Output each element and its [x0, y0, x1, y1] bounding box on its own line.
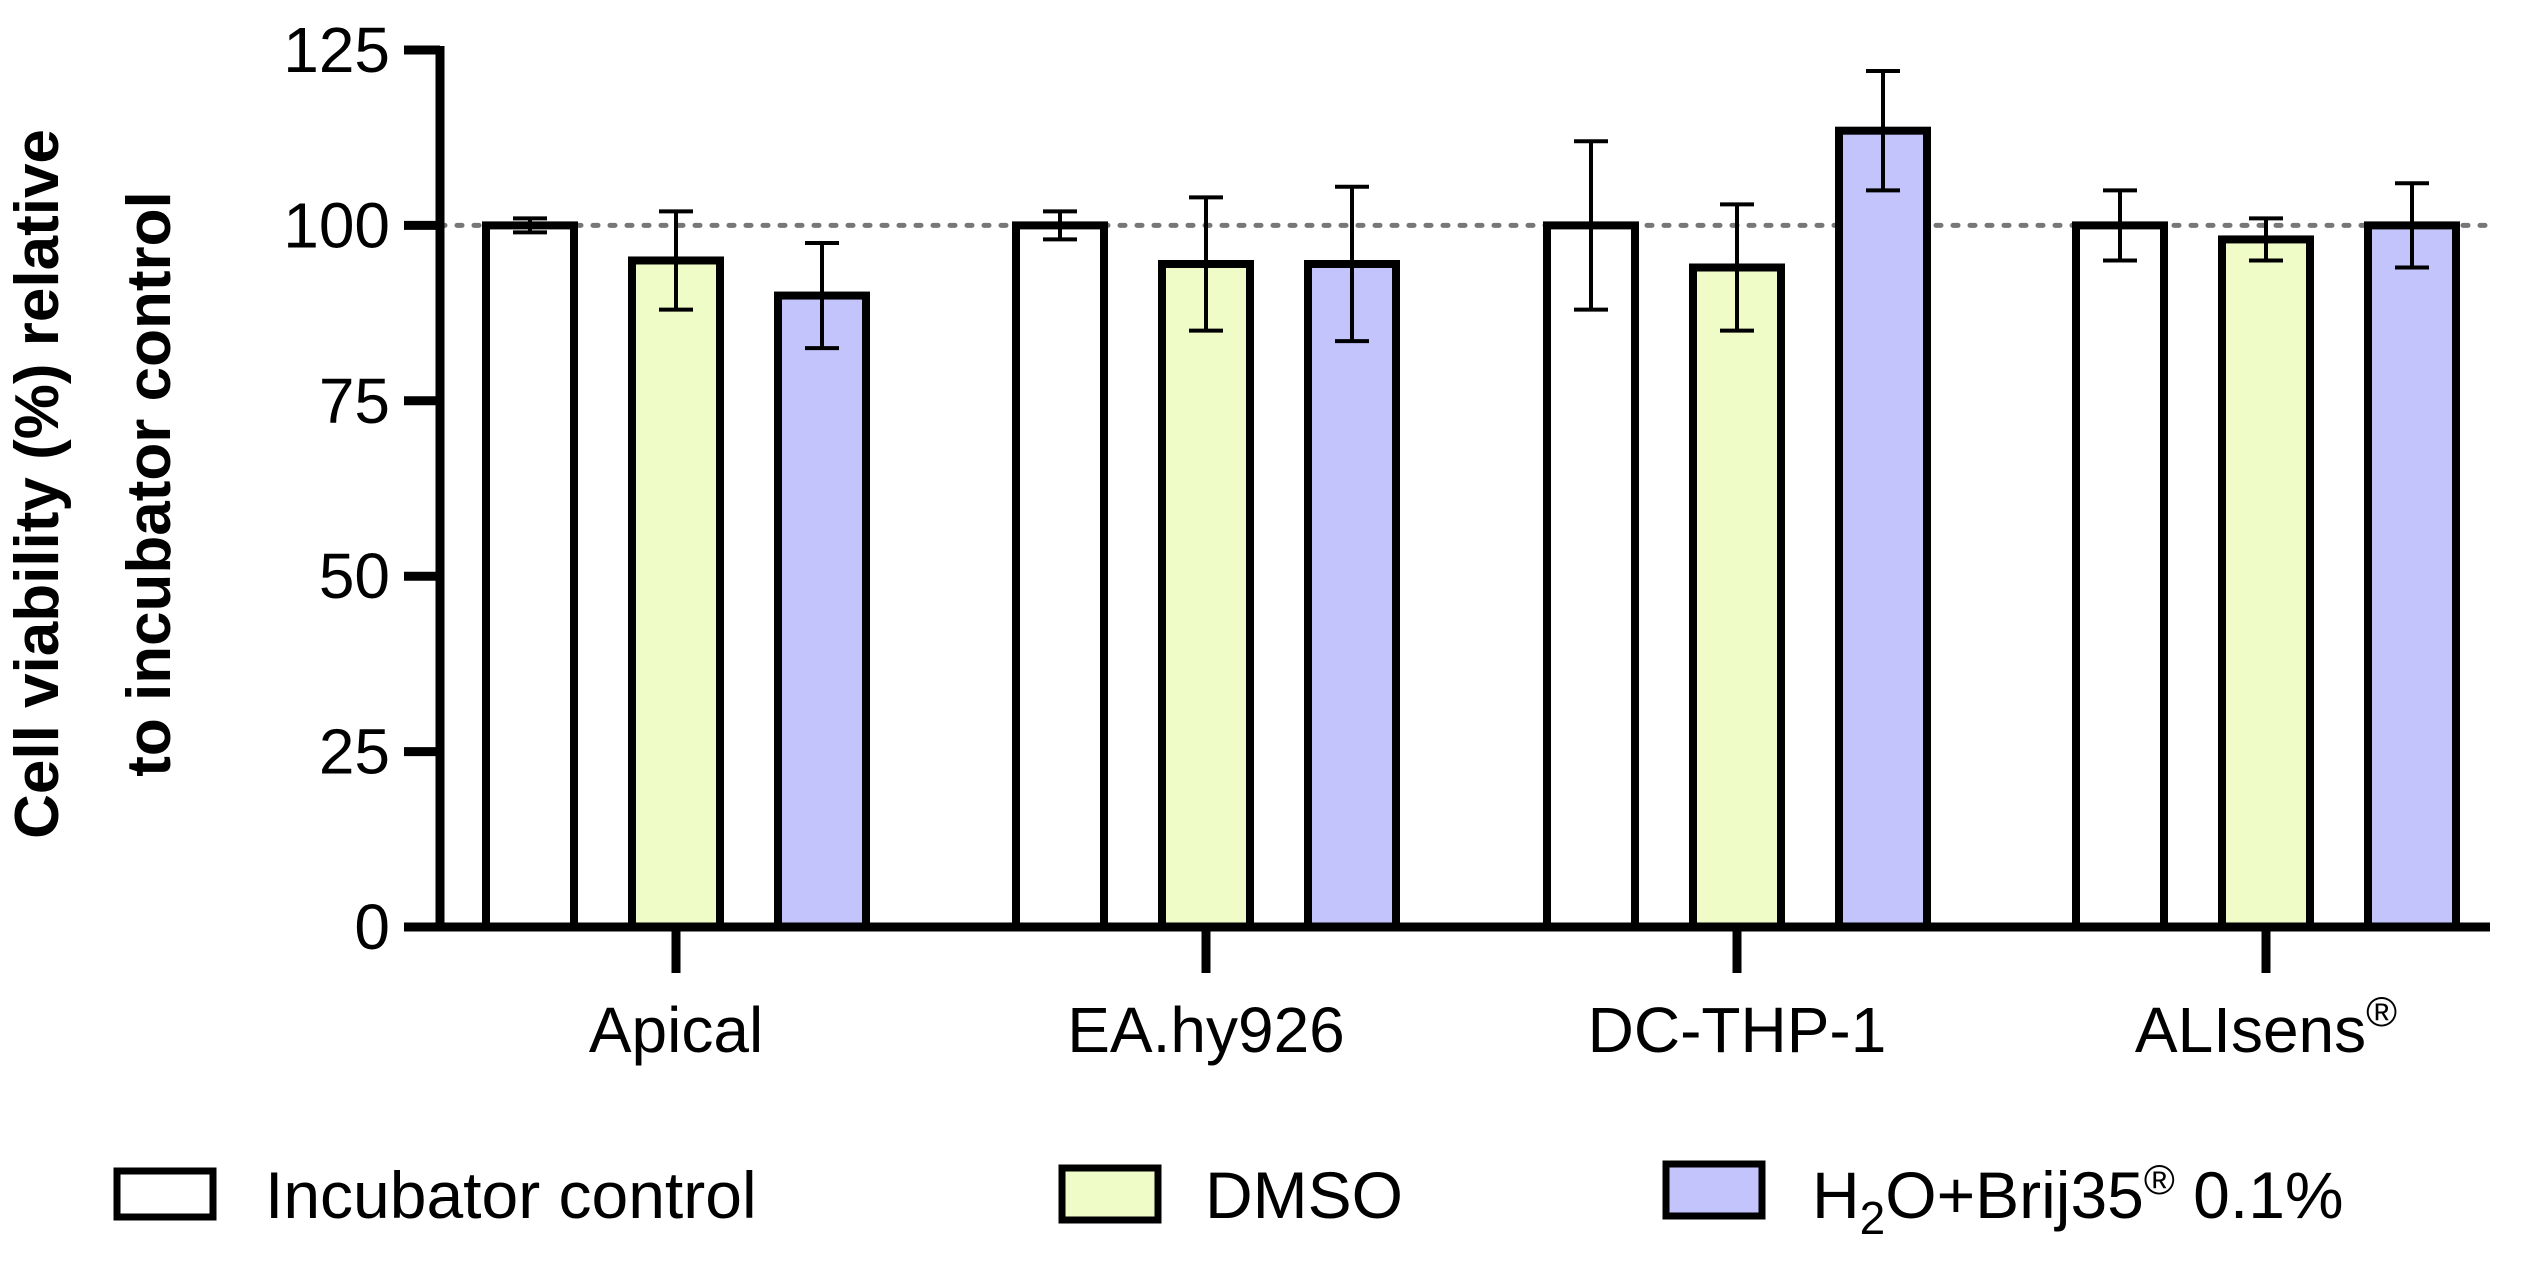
- legend-label-dmso: DMSO: [1205, 1158, 1403, 1232]
- legend: Incubator control DMSO H2O+Brij35® 0.1%: [113, 1156, 2344, 1244]
- legend-swatch-incubator-control: [113, 1167, 217, 1221]
- x-tick-label-3: ALIsens®: [2135, 988, 2397, 1066]
- plot-area: 0 25 50 75 100 125 Apical EA.hy926 DC-THP-1 ALIse…: [283, 14, 2493, 1066]
- y-tick-label-2: 50: [319, 540, 390, 612]
- bar-1-2: [1689, 263, 1785, 932]
- legend-label-h2o-brij35: H2O+Brij35® 0.1%: [1812, 1156, 2344, 1244]
- y-axis-label-line2: to incubator control: [115, 191, 184, 777]
- y-tick-label-4: 100: [283, 189, 390, 261]
- bar-2-3: [2364, 221, 2460, 931]
- y-axis-label: Cell viability (%) relative to incubator…: [3, 129, 184, 839]
- bar-0-1: [1012, 221, 1108, 931]
- y-tick-label-3: 75: [319, 365, 390, 437]
- legend-label-h2o-brij35-subscript: 2: [1860, 1192, 1886, 1244]
- bar-0-0: [482, 221, 578, 931]
- legend-swatch-dmso: [1058, 1164, 1162, 1224]
- x-tick-label-0: Apical: [589, 994, 763, 1066]
- bar-2-2: [1835, 126, 1931, 931]
- bar-2-0: [774, 291, 870, 931]
- bar-1-3: [2218, 235, 2314, 931]
- y-axis-label-line1: Cell viability (%) relative: [3, 129, 72, 839]
- legend-label-h2o-brij35-h: H: [1812, 1158, 1860, 1232]
- x-tick-label-1: EA.hy926: [1067, 994, 1345, 1066]
- bar-0-2: [1543, 221, 1639, 931]
- y-tick-label-0: 0: [354, 891, 390, 963]
- y-tick-label-5: 125: [283, 14, 390, 86]
- legend-swatch-h2o-brij35: [1662, 1160, 1766, 1220]
- x-tick-label-2: DC-THP-1: [1588, 994, 1887, 1066]
- legend-label-h2o-brij35-tail: 0.1%: [2175, 1158, 2344, 1232]
- y-tick-label-1: 25: [319, 716, 390, 788]
- legend-label-incubator-control: Incubator control: [265, 1158, 757, 1232]
- bar-1-1: [1158, 259, 1254, 932]
- bar-1-0: [628, 256, 724, 932]
- legend-label-h2o-brij35-rest: O+Brij35: [1885, 1158, 2144, 1232]
- bar-2-1: [1304, 259, 1400, 932]
- bar-0-3: [2072, 221, 2168, 931]
- legend-label-h2o-brij35-registered: ®: [2144, 1156, 2175, 1203]
